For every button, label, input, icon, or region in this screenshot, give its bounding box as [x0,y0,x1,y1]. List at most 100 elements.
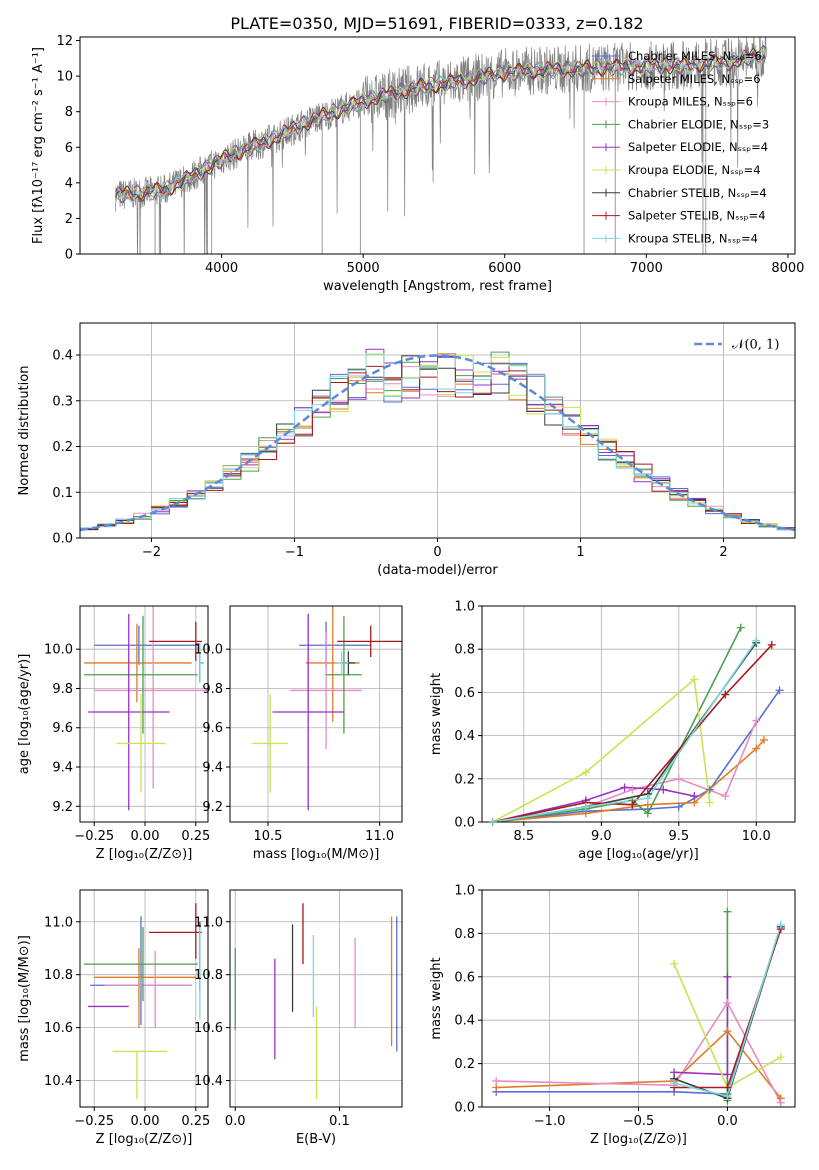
weight-point [643,794,652,803]
figure-title: PLATE=0350, MJD=51691, FIBERID=0333, z=0… [230,14,643,33]
weight-point [670,1079,679,1088]
x-tick-label: −0.25 [74,829,114,844]
y-tick-label: 0.8 [454,927,475,942]
legend-entry: Salpeter ELODIE, Nₛₛₚ=4 [628,140,768,154]
weight-point [760,735,769,744]
y-tick-label: 9.6 [52,721,73,736]
model-line-7 [115,47,766,202]
x-tick-label: 0.00 [131,829,160,844]
y-tick-label: 10.0 [194,643,223,658]
y-tick-label: 9.8 [52,682,73,697]
weight-point [776,1098,785,1107]
panel-mass-vs-ebv: 0.0 0.1 10.4 10.6 10.8 11.0 E(B-V) [194,889,403,1147]
y-tick-label: 1.0 [454,884,475,899]
spectrum-data-line [115,37,767,254]
x-tick-label: 0.1 [329,1114,350,1129]
x-axis-label: wavelength [Angstrom, rest frame] [323,279,552,294]
y-tick-label: 11.0 [194,915,223,930]
y-tick-label: 10.0 [44,643,73,658]
panel-spectrum: 4000 5000 6000 7000 8000 0 2 4 6 8 10 12 wavelength … [31,34,804,294]
axes-frame [79,322,796,539]
weight-point [723,1070,732,1079]
y-tick-label: 10.6 [44,1021,73,1036]
x-axis-label: age [log₁₀(age/yr)] [578,847,699,862]
panel-weight-vs-age: 8.5 9.0 9.5 10.0 0.0 0.2 0.4 0.6 0.8 1.0 age [log₁… [429,600,796,862]
x-axis-label: mass [log₁₀(M/M⊙)] [253,847,380,862]
axes-overlay: −0.25 0.00 0.25 10.4 10.6 10.8 11.0 Z [log₁₀(Z/… [17,889,210,1147]
x-axis-label: Z [log₁₀(Z/Z⊙)] [96,1132,193,1147]
model-line-9 [115,50,766,203]
plot-area [84,903,202,1100]
weight-point [723,1092,732,1101]
weight-line-3 [496,1001,782,1104]
x-tick-label: 0 [433,545,441,560]
axes-overlay: 8.5 9.0 9.5 10.0 0.0 0.2 0.4 0.6 0.8 1.0 age [log₁… [429,600,796,862]
y-axis-label: mass [log₁₀(M/M⊙)] [17,935,32,1062]
x-tick-label: 0.00 [131,1114,160,1129]
x-tick-label: 0.0 [717,1114,738,1129]
plot-area [252,606,402,811]
y-tick-label: 10.8 [44,968,73,983]
legend-entry: Chabrier MILES, Nₛₛₚ=6 [628,49,762,63]
x-tick-label: 10.5 [253,829,282,844]
weight-point [643,809,652,818]
legend-entry: Salpeter STELIB, Nₛₛₚ=4 [628,209,766,223]
axes-frame [229,605,403,823]
x-tick-label: 2 [719,545,727,560]
y-tick-label: 0.1 [52,486,73,501]
y-tick-label: 10.6 [194,1021,223,1036]
spectrum-legend: Chabrier MILES, Nₛₛₚ=6 Salpeter MILES, Nₛ… [592,49,769,245]
weight-point [674,774,683,783]
axes-frame [79,605,209,823]
x-tick-label: 9.0 [591,829,612,844]
weight-point [670,959,679,968]
y-tick-label: 1.0 [454,600,475,615]
weight-line-6 [492,677,711,822]
weight-point [776,920,785,929]
plot-area [234,903,398,1100]
plot-area [80,348,795,538]
y-tick-label: 2 [65,212,73,227]
x-tick-label: −2 [142,545,161,560]
weight-point [752,716,761,725]
x-tick-label: 1 [576,545,584,560]
gaussian-curve [80,354,795,532]
axes-frame [79,36,796,255]
y-tick-label: 0.0 [52,532,73,547]
y-tick-label: 0.2 [52,440,73,455]
legend-entry: Chabrier STELIB, Nₛₛₚ=4 [628,186,767,200]
weight-point [752,636,761,645]
y-tick-label: 10.4 [44,1074,73,1089]
axes-overlay: 10.5 11.0 9.2 9.4 9.6 9.8 10.0 mass [log₁₀(M/M⊙… [194,605,403,862]
plot-area [115,37,767,254]
y-axis-label: Normed distribution [17,366,32,496]
x-tick-label: 10.0 [742,829,771,844]
y-tick-label: 4 [65,176,73,191]
grid-lines [230,606,402,822]
weight-point [705,785,714,794]
weight-point [628,785,637,794]
weight-point [659,785,668,794]
weight-line-2 [492,739,765,822]
model-line-6 [115,47,766,202]
weight-point [723,907,732,916]
weight-point [581,802,590,811]
axes-frame [79,889,209,1108]
y-tick-label: 0.0 [454,816,475,831]
axes-overlay: 0.0 0.1 10.4 10.6 10.8 11.0 E(B-V) [194,889,403,1147]
y-axis-label: Flux [fλ10⁻¹⁷ erg cm⁻² s⁻¹ A⁻¹] [31,47,46,244]
y-tick-label: 9.4 [202,761,223,776]
y-tick-label: 9.8 [202,682,223,697]
legend-entry: Kroupa MILES, Nₛₛₚ=6 [628,95,753,109]
x-tick-label: 0.25 [181,1114,210,1129]
y-tick-label: 9.4 [52,761,73,776]
y-axis-label: mass weight [429,957,444,1039]
legend-entry: Chabrier ELODIE, Nₛₛₚ=3 [628,117,769,131]
x-tick-label: 7000 [630,261,663,276]
panel-age-vs-Z: −0.25 0.00 0.25 9.2 9.4 9.6 9.8 10.0 Z [log₁₀(Z/… [17,605,210,862]
y-tick-label: 0.2 [454,1057,475,1072]
y-tick-label: 0.4 [454,1014,475,1029]
weight-line-1 [492,689,781,822]
x-tick-label: −1.0 [534,1114,566,1129]
weight-point [723,998,732,1007]
